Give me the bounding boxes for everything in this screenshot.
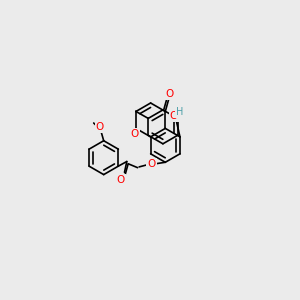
Text: O: O [147, 159, 156, 169]
Text: O: O [170, 111, 178, 121]
Text: H: H [176, 107, 184, 117]
Text: O: O [130, 129, 139, 139]
Text: O: O [96, 122, 104, 132]
Text: O: O [116, 175, 125, 185]
Text: O: O [165, 89, 173, 99]
